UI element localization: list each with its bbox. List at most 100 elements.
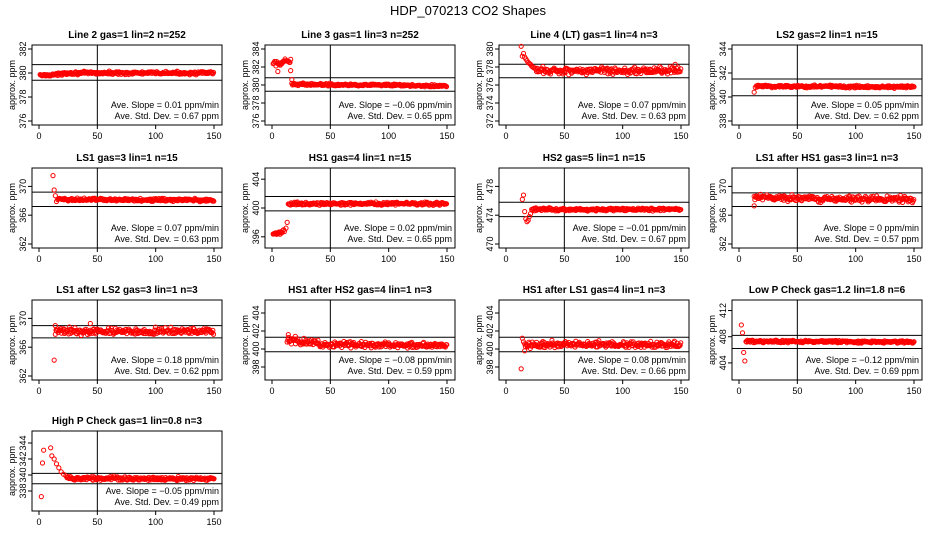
y-tick-label: 366: [18, 340, 28, 355]
panel-title: Line 2 gas=1 lin=2 n=252: [68, 30, 186, 41]
x-tick-label: 100: [381, 386, 396, 396]
x-tick-label: 0: [736, 386, 741, 396]
data-point: [50, 173, 56, 179]
data-point: [284, 219, 290, 225]
x-tick-label: 50: [325, 386, 335, 396]
data-point: [520, 339, 527, 345]
panel-8: LS1 after HS1 gas=3 lin=1 n=3 0 50 100 150 36…: [707, 153, 923, 264]
std-dev-annotation: Ave. Std. Dev. = 0.65 ppm: [348, 234, 452, 244]
data-point: [522, 209, 528, 215]
x-tick-label: 0: [269, 386, 274, 396]
x-tick-label: 50: [92, 517, 102, 527]
x-tick-label: 150: [906, 386, 921, 396]
data-point: [87, 320, 93, 327]
data-point: [519, 196, 525, 202]
y-tick-label: 366: [718, 208, 728, 223]
y-tick-label: 378: [485, 59, 495, 74]
slope-annotation: Ave. Slope = 0 ppm/min: [823, 223, 919, 233]
data-point: [211, 198, 217, 204]
x-tick-label: 100: [848, 386, 863, 396]
x-tick-label: 100: [615, 386, 630, 396]
slope-annotation: Ave. Slope = 0.07 ppm/min: [578, 100, 686, 110]
x-tick-label: 50: [792, 386, 802, 396]
y-tick-label: 398: [485, 359, 495, 374]
y-tick-label: 342: [718, 65, 728, 80]
std-dev-annotation: Ave. Std. Dev. = 0.62 ppm: [815, 111, 919, 121]
plot-frame: [731, 299, 923, 381]
y-axis-label: approx. ppm: [240, 315, 250, 365]
plot-frame: [498, 299, 690, 381]
y-tick-label: 470: [485, 236, 495, 251]
y-axis-label: approx. ppm: [707, 315, 717, 365]
data-point: [351, 339, 357, 346]
x-tick-label: 0: [503, 131, 508, 141]
x-tick-label: 150: [206, 386, 221, 396]
x-tick-label: 0: [736, 254, 741, 264]
data-point: [540, 63, 546, 70]
data-point: [738, 322, 744, 328]
y-axis-label: approx. ppm: [474, 183, 484, 233]
y-axis-label: approx. ppm: [240, 183, 250, 233]
y-tick-label: 380: [485, 41, 495, 56]
panel-title: Line 3 gas=1 lin=3 n=252: [301, 30, 419, 41]
x-tick-label: 0: [269, 254, 274, 264]
data-point: [678, 66, 684, 72]
x-tick-label: 100: [148, 517, 163, 527]
y-axis-label: approx. ppm: [240, 60, 250, 110]
y-tick-label: 374: [485, 95, 495, 110]
data-point: [210, 69, 217, 76]
y-tick-label: 342: [18, 451, 28, 466]
std-dev-annotation: Ave. Std. Dev. = 0.62 ppm: [115, 366, 219, 376]
x-tick-label: 100: [148, 254, 163, 264]
data-point: [211, 476, 217, 482]
y-tick-label: 344: [718, 41, 728, 56]
panel-12: Low P Check gas=1.2 lin=1.8 n=6 0 50 100 150…: [707, 285, 923, 396]
data-point: [549, 337, 555, 343]
x-tick-label: 0: [503, 386, 508, 396]
data-point: [522, 348, 528, 354]
data-point: [742, 358, 748, 364]
std-dev-annotation: Ave. Std. Dev. = 0.66 ppm: [582, 366, 686, 376]
data-point: [63, 473, 69, 479]
data-point: [677, 69, 683, 75]
plot-frame: [264, 299, 456, 381]
y-tick-label: 370: [718, 179, 728, 194]
y-tick-label: 404: [251, 305, 261, 320]
panel-title: HS1 gas=4 lin=1 n=15: [309, 153, 412, 164]
y-tick-label: 384: [251, 41, 261, 56]
data-point: [910, 339, 916, 346]
std-dev-annotation: Ave. Std. Dev. = 0.63 ppm: [582, 111, 686, 121]
y-tick-label: 338: [718, 113, 728, 128]
slope-annotation: Ave. Slope = 0.08 ppm/min: [578, 355, 686, 365]
std-dev-annotation: Ave. Std. Dev. = 0.59 ppm: [348, 366, 452, 376]
y-tick-label: 396: [251, 229, 261, 244]
x-tick-label: 100: [148, 131, 163, 141]
x-tick-label: 150: [439, 254, 454, 264]
data-point: [527, 211, 534, 217]
slope-annotation: Ave. Slope = 0.07 ppm/min: [111, 223, 219, 233]
panel-title: LS2 gas=2 lin=1 n=15: [776, 30, 878, 41]
x-tick-label: 150: [673, 254, 688, 264]
y-tick-label: 366: [18, 208, 28, 223]
data-point: [443, 201, 450, 207]
data-point: [209, 330, 215, 336]
x-tick-label: 50: [792, 131, 802, 141]
panel-11: HS1 after LS1 gas=4 lin=1 n=3 0 50 100 150 39…: [474, 285, 690, 396]
x-tick-label: 100: [615, 254, 630, 264]
figure-title: HDP_070213 CO2 Shapes: [390, 3, 547, 18]
x-tick-label: 50: [325, 254, 335, 264]
x-tick-label: 50: [325, 131, 335, 141]
y-axis-label: approx. ppm: [7, 183, 17, 233]
x-tick-label: 150: [206, 517, 221, 527]
std-dev-annotation: Ave. Std. Dev. = 0.67 ppm: [115, 111, 219, 121]
data-point: [288, 56, 294, 62]
data-point: [51, 187, 57, 193]
x-tick-label: 0: [36, 517, 41, 527]
data-point: [622, 65, 628, 71]
data-point: [657, 64, 663, 70]
panel-7: HS2 gas=5 lin=1 n=15 0 50 100 150 470 474 478ap…: [474, 153, 690, 264]
std-dev-annotation: Ave. Std. Dev. = 0.57 ppm: [815, 234, 919, 244]
data-point: [292, 333, 298, 339]
panel-title: HS1 after HS2 gas=4 lin=1 n=3: [288, 285, 432, 296]
data-point: [53, 198, 60, 205]
